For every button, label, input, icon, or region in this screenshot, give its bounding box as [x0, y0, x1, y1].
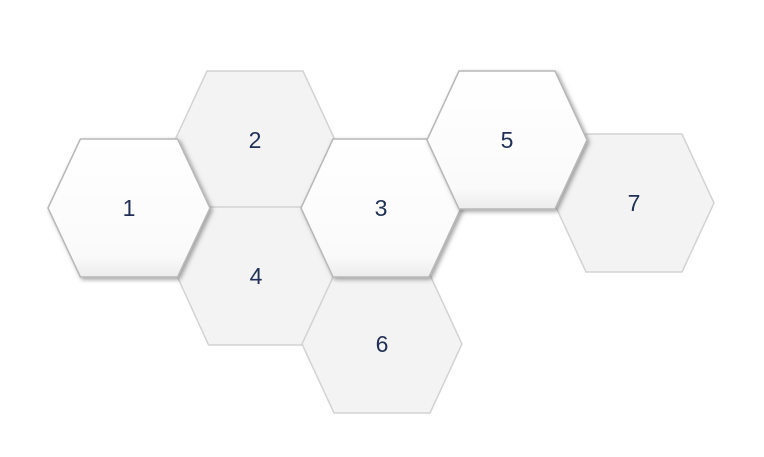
hexagon-label-4: 4	[250, 263, 263, 289]
hexagon-5: 5	[426, 70, 588, 210]
hexagon-label-3: 3	[375, 195, 388, 221]
hexagon-label-7: 7	[628, 190, 641, 216]
hexagon-1: 1	[47, 138, 211, 278]
hexagon-label-6: 6	[376, 331, 389, 357]
hexagon-shape-7	[553, 133, 715, 273]
hexagon-label-1: 1	[123, 195, 136, 221]
hexagon-label-5: 5	[501, 127, 514, 153]
hexagon-shape-1	[47, 138, 211, 278]
hexagon-shape-5	[426, 70, 588, 210]
hexagon-label-2: 2	[249, 127, 262, 153]
hexagon-7: 7	[553, 133, 715, 273]
hexagon-6: 6	[301, 274, 463, 414]
